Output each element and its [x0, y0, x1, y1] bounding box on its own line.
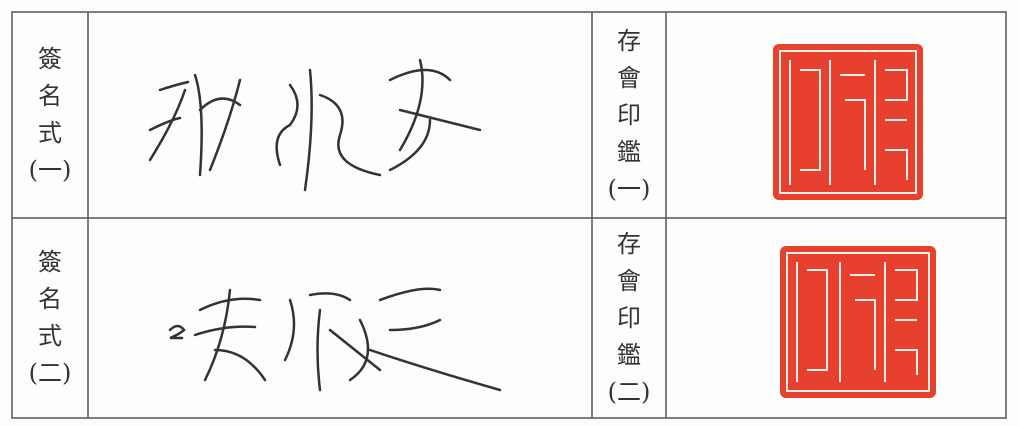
seal-two	[780, 246, 936, 398]
label-char: (二)	[28, 359, 72, 387]
seal-label: 存會印鑑 (一)	[592, 12, 666, 218]
signature-label: 簽名式 (一)	[12, 12, 88, 218]
label-char: 式	[38, 322, 62, 350]
label-char: 名	[38, 82, 62, 110]
label-char: 會	[617, 266, 641, 295]
label-char: 印	[617, 100, 641, 129]
label-char: (一)	[28, 156, 72, 184]
seal-one	[773, 44, 923, 200]
seal-label: 存會印鑑 (二)	[592, 218, 666, 418]
label-char: 名	[38, 285, 62, 313]
signature-two	[168, 287, 502, 392]
label-char: 簽	[38, 248, 62, 276]
label-char: 式	[38, 119, 62, 147]
label-char: 會	[617, 63, 641, 92]
label-char: 印	[617, 303, 641, 332]
label-char: 存	[617, 26, 641, 55]
signature-one	[148, 58, 482, 192]
label-char: 存	[617, 229, 641, 258]
label-char: (二)	[607, 377, 651, 406]
label-char: 鑑	[617, 340, 641, 369]
signature-label: 簽名式 (二)	[12, 218, 88, 418]
label-char: (一)	[607, 174, 651, 203]
label-char: 鑑	[617, 137, 641, 166]
label-char: 簽	[38, 45, 62, 73]
